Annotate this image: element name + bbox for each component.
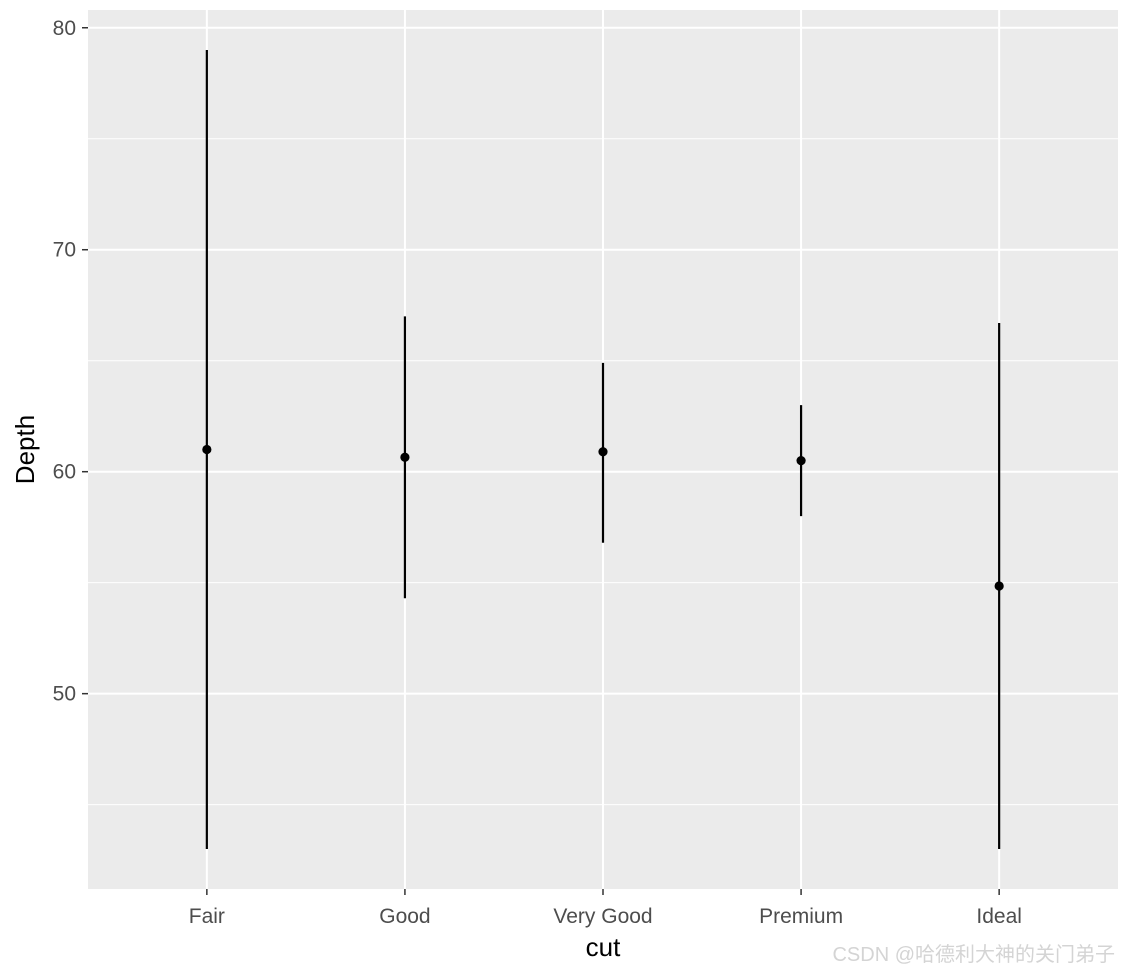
watermark: CSDN @哈德利大神的关门弟子 xyxy=(832,944,1115,966)
y-axis-title: Depth xyxy=(10,415,40,484)
x-tick-label: Very Good xyxy=(553,905,652,928)
y-axis: 50 60 70 80 xyxy=(53,17,88,706)
point xyxy=(400,452,410,462)
y-tick-label: 60 xyxy=(53,461,76,484)
point xyxy=(598,447,608,457)
point xyxy=(796,455,806,466)
y-tick-label: 50 xyxy=(53,683,76,706)
x-tick-label: Fair xyxy=(189,905,225,928)
x-tick-label: Good xyxy=(379,905,430,928)
point xyxy=(994,581,1004,591)
pointrange-marks xyxy=(202,49,1004,850)
y-tick-label: 70 xyxy=(53,239,76,262)
x-axis-title: cut xyxy=(586,932,621,962)
y-tick-label: 80 xyxy=(53,17,76,40)
x-axis: Fair Good Very Good Premium Ideal xyxy=(189,889,1022,928)
x-tick-label: Premium xyxy=(759,905,843,928)
point xyxy=(202,444,212,455)
x-tick-label: Ideal xyxy=(976,905,1022,928)
